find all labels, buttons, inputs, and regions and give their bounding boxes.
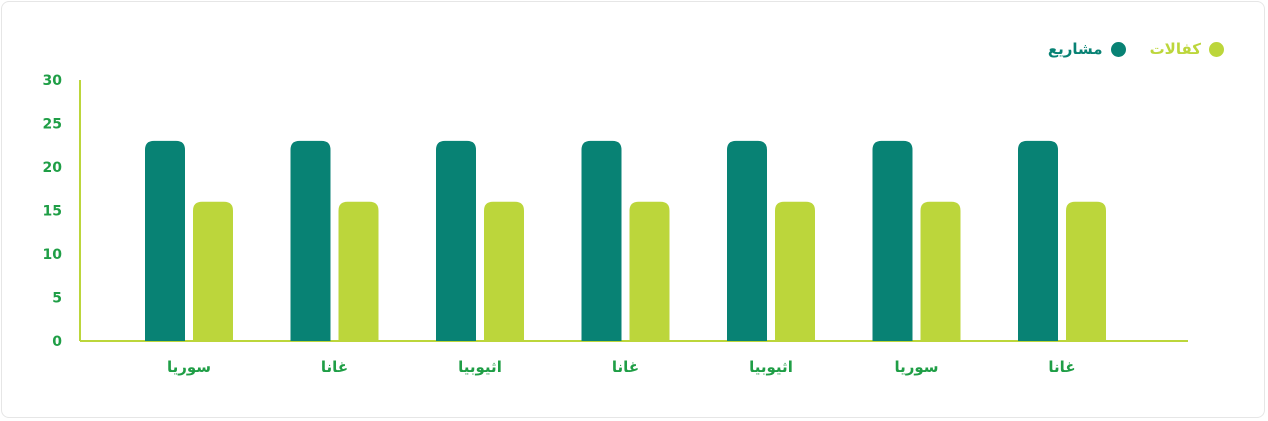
y-tick-label: 5 (52, 291, 62, 307)
y-tick-label: 20 (43, 160, 63, 176)
x-category-label: غانا (1048, 358, 1075, 376)
x-category-label: غانا (612, 358, 639, 376)
y-tick-label: 25 (43, 117, 62, 133)
bar-sponsorships[interactable] (920, 201, 961, 341)
x-category-label: اثيوبيا (749, 358, 793, 376)
bar-sponsorships[interactable] (193, 201, 233, 341)
bar-projects[interactable] (436, 140, 476, 341)
legend-item-sponsorships[interactable]: كفالات (1150, 40, 1224, 58)
bar-sponsorships[interactable] (1066, 201, 1106, 341)
bar-sponsorships[interactable] (775, 201, 815, 341)
bar-projects[interactable] (145, 140, 185, 341)
legend-dot-sponsorships (1209, 41, 1224, 57)
bar-sponsorships[interactable] (338, 201, 379, 341)
y-tick-label: 30 (43, 73, 63, 89)
y-tick-label: 0 (52, 334, 62, 350)
legend-label-projects: مشاريع (1047, 40, 1103, 58)
bar-projects[interactable] (581, 140, 622, 341)
bar-projects[interactable] (290, 140, 331, 341)
bar-projects[interactable] (1018, 140, 1058, 341)
bar-projects[interactable] (727, 140, 767, 341)
x-category-label: سوريا (894, 358, 938, 376)
legend-label-sponsorships: كفالات (1149, 40, 1201, 58)
legend-dot-projects (1110, 41, 1126, 57)
x-category-label: غانا (321, 358, 348, 376)
legend: مشاريع كفالات (1048, 40, 1224, 58)
bar-sponsorships[interactable] (629, 201, 670, 341)
bar-projects[interactable] (872, 140, 913, 341)
y-tick-label: 15 (43, 204, 62, 220)
x-category-label: سوريا (167, 358, 211, 376)
y-tick-label: 10 (43, 247, 63, 263)
legend-item-projects[interactable]: مشاريع (1048, 40, 1126, 58)
bar-sponsorships[interactable] (484, 201, 524, 341)
x-category-label: اثيوبيا (458, 358, 502, 376)
